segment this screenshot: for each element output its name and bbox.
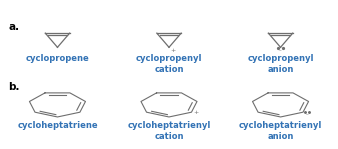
Text: cyclopropenyl
anion: cyclopropenyl anion bbox=[247, 54, 314, 74]
Text: –: – bbox=[306, 113, 308, 118]
Text: a.: a. bbox=[8, 22, 20, 32]
Text: cyclopropenyl
cation: cyclopropenyl cation bbox=[136, 54, 202, 74]
Text: +: + bbox=[193, 110, 198, 115]
Text: +: + bbox=[171, 48, 176, 53]
Text: –: – bbox=[279, 48, 282, 53]
Text: cyclopropene: cyclopropene bbox=[26, 54, 89, 63]
Text: cycloheptatrienyl
anion: cycloheptatrienyl anion bbox=[239, 121, 322, 141]
Text: cycloheptatriene: cycloheptatriene bbox=[17, 121, 98, 130]
Text: cycloheptatrienyl
cation: cycloheptatrienyl cation bbox=[127, 121, 211, 141]
Text: b.: b. bbox=[8, 82, 20, 92]
